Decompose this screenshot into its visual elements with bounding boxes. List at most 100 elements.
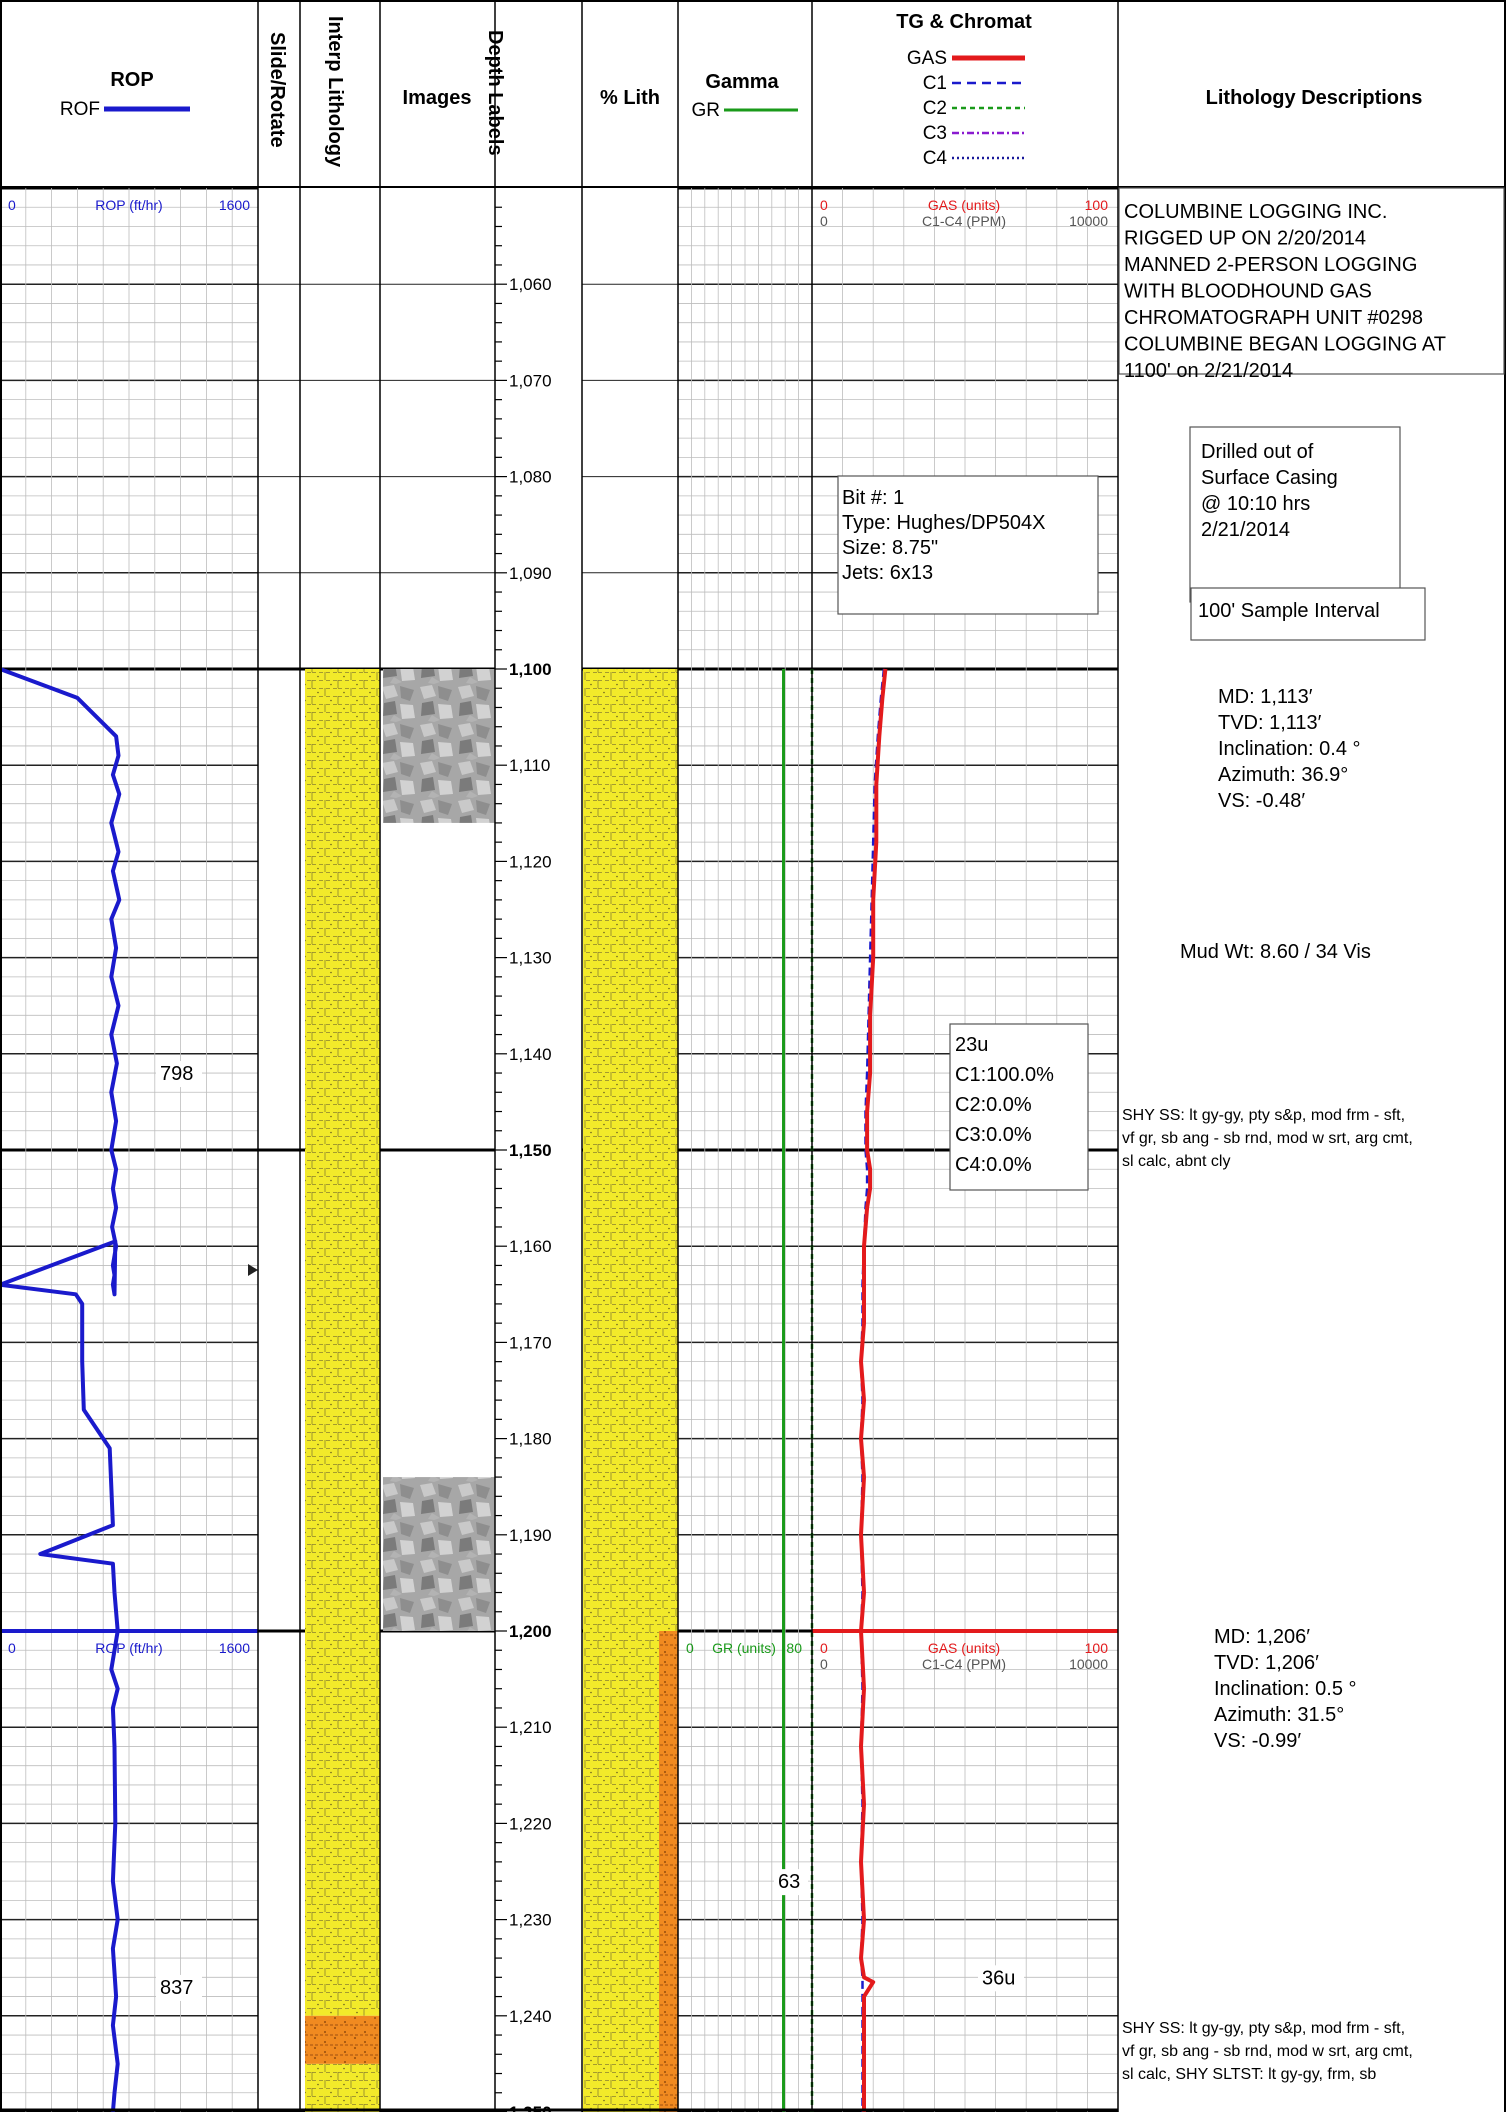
chromat-info-line: C1:100.0% xyxy=(955,1064,1054,1086)
rop-top-scale-min: 0 xyxy=(8,197,16,213)
slide-rotate-header: Slide/Rotate xyxy=(266,32,288,148)
depth-label: 1,120 xyxy=(509,852,552,871)
log-header: ROP ROF Slide/Rotate Interp Lithology Im… xyxy=(0,0,1506,188)
cuttings-image-2 xyxy=(383,1477,495,1631)
lithology-descriptions-header: Lithology Descriptions xyxy=(1206,87,1423,109)
rop-bottom-scale-label: ROP (ft/hr) xyxy=(95,1640,162,1656)
lithology-description-2-line: SHY SS: lt gy-gy, pty s&p, mod frm - sft… xyxy=(1122,2020,1405,2037)
bit-info-line: Size: 8.75" xyxy=(842,537,938,559)
drilled-out-line: 2/21/2014 xyxy=(1201,519,1290,541)
depth-label: 1,140 xyxy=(509,1045,552,1064)
data-label-bg xyxy=(978,1965,1024,1992)
c1c4-bottom-scale-min: 0 xyxy=(820,1656,828,1672)
bit-info-box: Bit #: 1 Type: Hughes/DP504X Size: 8.75" Je… xyxy=(837,475,1099,615)
depth-label: 1,220 xyxy=(509,1814,552,1833)
company-note-line: WITH BLOODHOUND GAS xyxy=(1124,281,1372,303)
c1c4-top-scale-min: 0 xyxy=(820,213,828,229)
bit-info-line: Bit #: 1 xyxy=(842,487,904,509)
gas-top-scale-min: 0 xyxy=(820,197,828,213)
bit-info-line: Type: Hughes/DP504X xyxy=(842,512,1045,534)
interp-lithology-header: Interp Lithology xyxy=(324,16,346,168)
rop-top-scale-label: ROP (ft/hr) xyxy=(95,197,162,213)
depth-label: 1,060 xyxy=(509,275,552,294)
data-label-bg xyxy=(156,1061,202,1088)
survey-1-line: TVD: 1,113′ xyxy=(1218,712,1322,734)
mud-weight-text: Mud Wt: 8.60 / 34 Vis xyxy=(1180,941,1371,963)
chromat-info-line: C3:0.0% xyxy=(955,1124,1032,1146)
images-header: Images xyxy=(403,87,472,109)
depth-label: 1,130 xyxy=(509,949,552,968)
gamma-legend-label: GR xyxy=(692,100,721,121)
tg-legend-label-c3: C3 xyxy=(923,123,947,144)
gas-bottom-scale-min: 0 xyxy=(820,1640,828,1656)
rop-legend-label: ROF xyxy=(60,99,100,120)
sample-interval-text: 100' Sample Interval xyxy=(1198,600,1380,622)
data-label-rop: 798 xyxy=(160,1063,193,1085)
depth-label: 1,180 xyxy=(509,1430,552,1449)
chromat-info-line: C4:0.0% xyxy=(955,1154,1032,1176)
survey-2-line: Inclination: 0.5 ° xyxy=(1214,1678,1357,1700)
c1c4-bottom-scale-max: 10000 xyxy=(1069,1656,1108,1672)
data-label-gamma: 63 xyxy=(778,1871,800,1893)
tg-legend-label-gas: GAS xyxy=(907,48,947,69)
depth-label: 1,100 xyxy=(509,660,552,679)
data-label-tg: 36u xyxy=(982,1967,1015,1989)
drilled-out-line: @ 10:10 hrs xyxy=(1201,493,1310,515)
slide-marker-icon xyxy=(248,1264,258,1276)
depth-axis: 1,060 1,070 1,080 1,090 1,100 1,110 1,120 1,130… xyxy=(495,206,552,2112)
survey-1-line: Inclination: 0.4 ° xyxy=(1218,738,1361,760)
chromat-info-box: 23u C1:100.0% C2:0.0% C3:0.0% C4:0.0% xyxy=(949,1023,1089,1191)
rop-top-scale-max: 1600 xyxy=(219,197,250,213)
lithology-description-1-line: SHY SS: lt gy-gy, pty s&p, mod frm - sft… xyxy=(1122,1107,1405,1124)
gas-top-scale-label: GAS (units) xyxy=(928,197,1000,213)
c1c4-top-scale-label: C1-C4 (PPM) xyxy=(922,213,1006,229)
cuttings-image-1 xyxy=(383,669,495,823)
tg-chromat-header: TG & Chromat xyxy=(896,11,1032,33)
drilled-out-line: Surface Casing xyxy=(1201,467,1338,489)
c1c4-top-scale-max: 10000 xyxy=(1069,213,1108,229)
depth-label: 1,230 xyxy=(509,1911,552,1930)
depth-label: 1,150 xyxy=(509,1141,552,1160)
data-label-bg xyxy=(156,1974,202,2001)
depth-labels-header: Depth Labels xyxy=(484,30,506,156)
tg-legend: GAS C1 C2 C3 C4 xyxy=(907,48,1025,169)
lithology-description-2-line: vf gr, sb ang - sb rnd, mod w srt, arg c… xyxy=(1122,2043,1413,2060)
depth-label: 1,160 xyxy=(509,1237,552,1256)
data-label-rop: 837 xyxy=(160,1977,193,1999)
lithology-sandstone-fill xyxy=(305,669,380,2016)
lithology-siltstone-fill xyxy=(305,2015,380,2064)
survey-1-line: MD: 1,113′ xyxy=(1218,686,1313,708)
depth-label: 1,070 xyxy=(509,371,552,390)
depth-label: 1,250 xyxy=(509,2103,552,2112)
chromat-info-line: C2:0.0% xyxy=(955,1094,1032,1116)
company-note-line: CHROMATOGRAPH UNIT #0298 xyxy=(1124,307,1423,329)
lithology-descriptions: COLUMBINE LOGGING INC. RIGGED UP ON 2/20/… xyxy=(1118,187,1505,2083)
gas-bottom-scale-max: 100 xyxy=(1085,1640,1109,1656)
bit-info-line: Jets: 6x13 xyxy=(842,562,933,584)
depth-label: 1,240 xyxy=(509,2007,552,2026)
depth-label: 1,210 xyxy=(509,1718,552,1737)
rop-header: ROP xyxy=(110,69,153,91)
data-label-bg xyxy=(774,1869,808,1896)
lithology-sandstone-fill xyxy=(305,2063,380,2112)
depth-label: 1,110 xyxy=(509,756,550,775)
c1c4-bottom-scale-label: C1-C4 (PPM) xyxy=(922,1656,1006,1672)
company-note-line: COLUMBINE BEGAN LOGGING AT xyxy=(1124,334,1446,356)
gas-curve xyxy=(859,668,888,2112)
gr-bottom-scale-label: GR (units) xyxy=(712,1640,776,1656)
lithology-description-1-line: vf gr, sb ang - sb rnd, mod w srt, arg c… xyxy=(1122,1130,1413,1147)
tg-legend-label-c2: C2 xyxy=(923,98,947,119)
gr-bottom-scale-min: 0 xyxy=(686,1640,694,1656)
tg-legend-label-c1: C1 xyxy=(923,73,947,94)
gr-bottom-scale-max: 80 xyxy=(786,1640,802,1656)
lithology-description-2-line: sl calc, SHY SLTST: lt gy-gy, frm, sb xyxy=(1122,2066,1376,2083)
survey-2-line: MD: 1,206′ xyxy=(1214,1626,1310,1648)
company-note-line: MANNED 2-PERSON LOGGING xyxy=(1124,254,1417,276)
chromat-info-line: 23u xyxy=(955,1034,988,1056)
rop-bottom-scale-min: 0 xyxy=(8,1640,16,1656)
depth-label: 1,190 xyxy=(509,1526,552,1545)
depth-label: 1,080 xyxy=(509,468,552,487)
gas-bottom-scale-label: GAS (units) xyxy=(928,1640,1000,1656)
